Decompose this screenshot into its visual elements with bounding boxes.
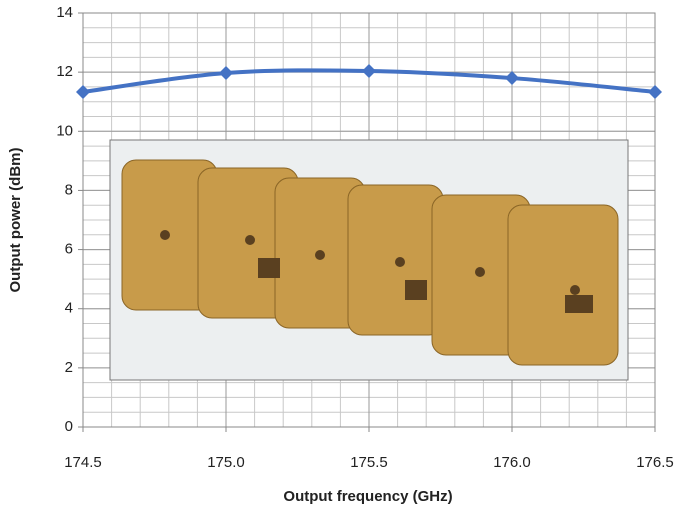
y-tick-label: 14: [56, 4, 73, 21]
x-tick-label: 176.5: [636, 454, 674, 471]
y-tick-label: 8: [65, 181, 73, 198]
point-marker: [219, 66, 233, 80]
chart: 0 2 4 6 8 10 12 14 174.5 175.0 175.5 176.0 176.5 Out…: [0, 0, 680, 512]
y-tick-label: 10: [56, 122, 73, 139]
y-axis-title: Output power (dBm): [7, 148, 24, 293]
y-tick-label: 4: [65, 300, 73, 317]
x-tick-label: 176.0: [493, 454, 531, 471]
point-marker: [505, 71, 519, 85]
y-tick-label: 12: [56, 63, 73, 80]
point-marker: [362, 64, 376, 78]
y-tick-label: 0: [65, 418, 73, 435]
x-axis-title: Output frequency (GHz): [283, 488, 452, 505]
x-tick-label: 175.0: [207, 454, 245, 471]
x-tick-label: 174.5: [64, 454, 102, 471]
y-tick-label: 6: [65, 241, 73, 258]
y-tick-label: 2: [65, 359, 73, 376]
x-tick-label: 175.5: [350, 454, 388, 471]
photo-inset: [110, 140, 628, 380]
